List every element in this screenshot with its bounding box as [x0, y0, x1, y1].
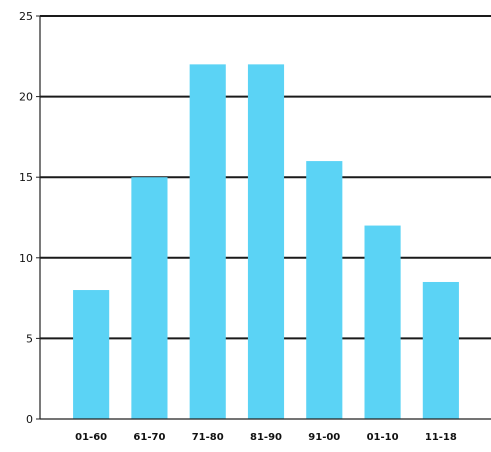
y-tick-label: 5 — [26, 332, 33, 345]
y-tick-labels: 0 5 10 15 20 25 — [19, 10, 33, 426]
axes — [36, 15, 491, 420]
x-tick-label: 91-00 — [308, 432, 340, 443]
bar — [73, 290, 110, 419]
x-tick-label: 01-10 — [367, 432, 399, 443]
bar — [306, 161, 343, 419]
bar — [131, 177, 168, 419]
bar — [364, 225, 401, 419]
bar — [189, 64, 226, 420]
x-tick-label: 01-60 — [75, 432, 107, 443]
y-tick-label: 15 — [19, 171, 33, 184]
bars — [73, 64, 459, 420]
y-tick-label: 10 — [19, 252, 33, 265]
bar — [422, 281, 459, 419]
y-tick-label: 25 — [19, 10, 33, 23]
x-tick-label: 71-80 — [192, 432, 224, 443]
x-tick-label: 81-90 — [250, 432, 282, 443]
y-tick-label: 0 — [26, 413, 33, 426]
x-tick-label: 61-70 — [133, 432, 165, 443]
x-tick-label: 11-18 — [425, 432, 457, 443]
bar — [247, 64, 285, 420]
y-tick-label: 20 — [19, 91, 33, 104]
x-tick-labels: 01-60 61-70 71-80 81-90 91-00 01-10 11-18 — [75, 432, 457, 443]
